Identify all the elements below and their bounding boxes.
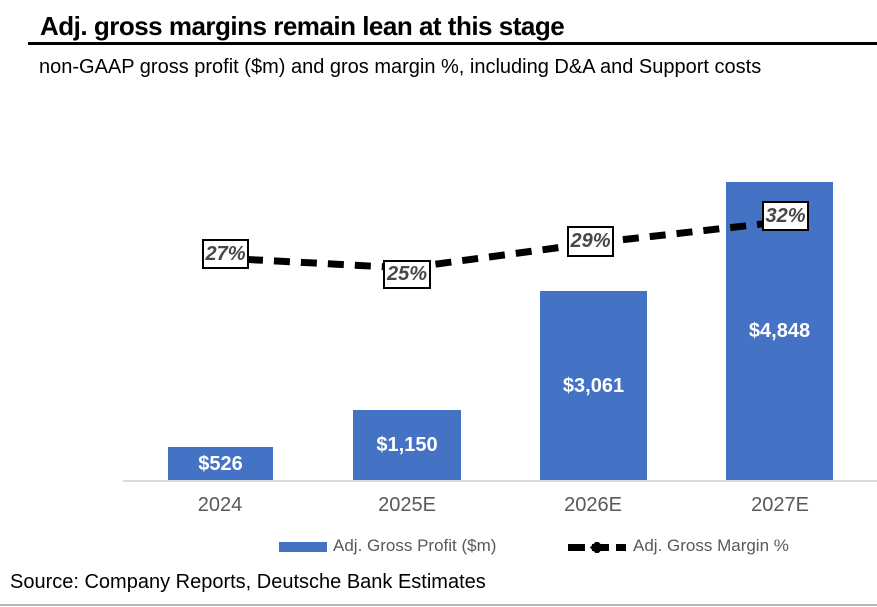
margin-label-2025e: 25%: [383, 260, 431, 289]
x-axis-line: [123, 480, 877, 482]
margin-dashed-line: [219, 218, 781, 272]
legend-bar-label: Adj. Gross Profit ($m): [333, 536, 497, 555]
chart-title: Adj. gross margins remain lean at this s…: [40, 11, 565, 41]
x-tick-2025e: 2025E: [378, 494, 436, 516]
bottom-divider: [0, 604, 877, 606]
x-tick-2024: 2024: [197, 494, 243, 516]
margin-label-2024: 27%: [202, 239, 249, 269]
margin-point-markers: [213, 215, 787, 275]
bar-value-label: $526: [198, 452, 243, 475]
title-underline: [28, 42, 877, 45]
x-tick-2027e: 2027E: [751, 494, 809, 516]
legend-dashed-line-icon: [568, 542, 626, 553]
x-tick-2026e: 2026E: [564, 494, 622, 516]
chart-subtitle: non-GAAP gross profit ($m) and gros marg…: [39, 56, 762, 78]
margin-label-2027e: 32%: [762, 201, 809, 231]
bar-value-label: $3,061: [562, 374, 625, 397]
legend-bar-swatch: [279, 542, 327, 552]
legend-line-label: Adj. Gross Margin %: [633, 536, 789, 555]
bar-value-label: $1,150: [376, 434, 438, 456]
source-note: Source: Company Reports, Deutsche Bank E…: [10, 571, 486, 593]
bar-2027e: $4,848: [726, 182, 833, 481]
bar-2025e: $1,150: [353, 410, 461, 481]
bar-2026e: $3,061: [540, 291, 647, 481]
margin-label-2026e: 29%: [567, 226, 614, 257]
bar-2024: $526: [168, 447, 273, 481]
bar-value-label: $4,848: [748, 320, 811, 342]
